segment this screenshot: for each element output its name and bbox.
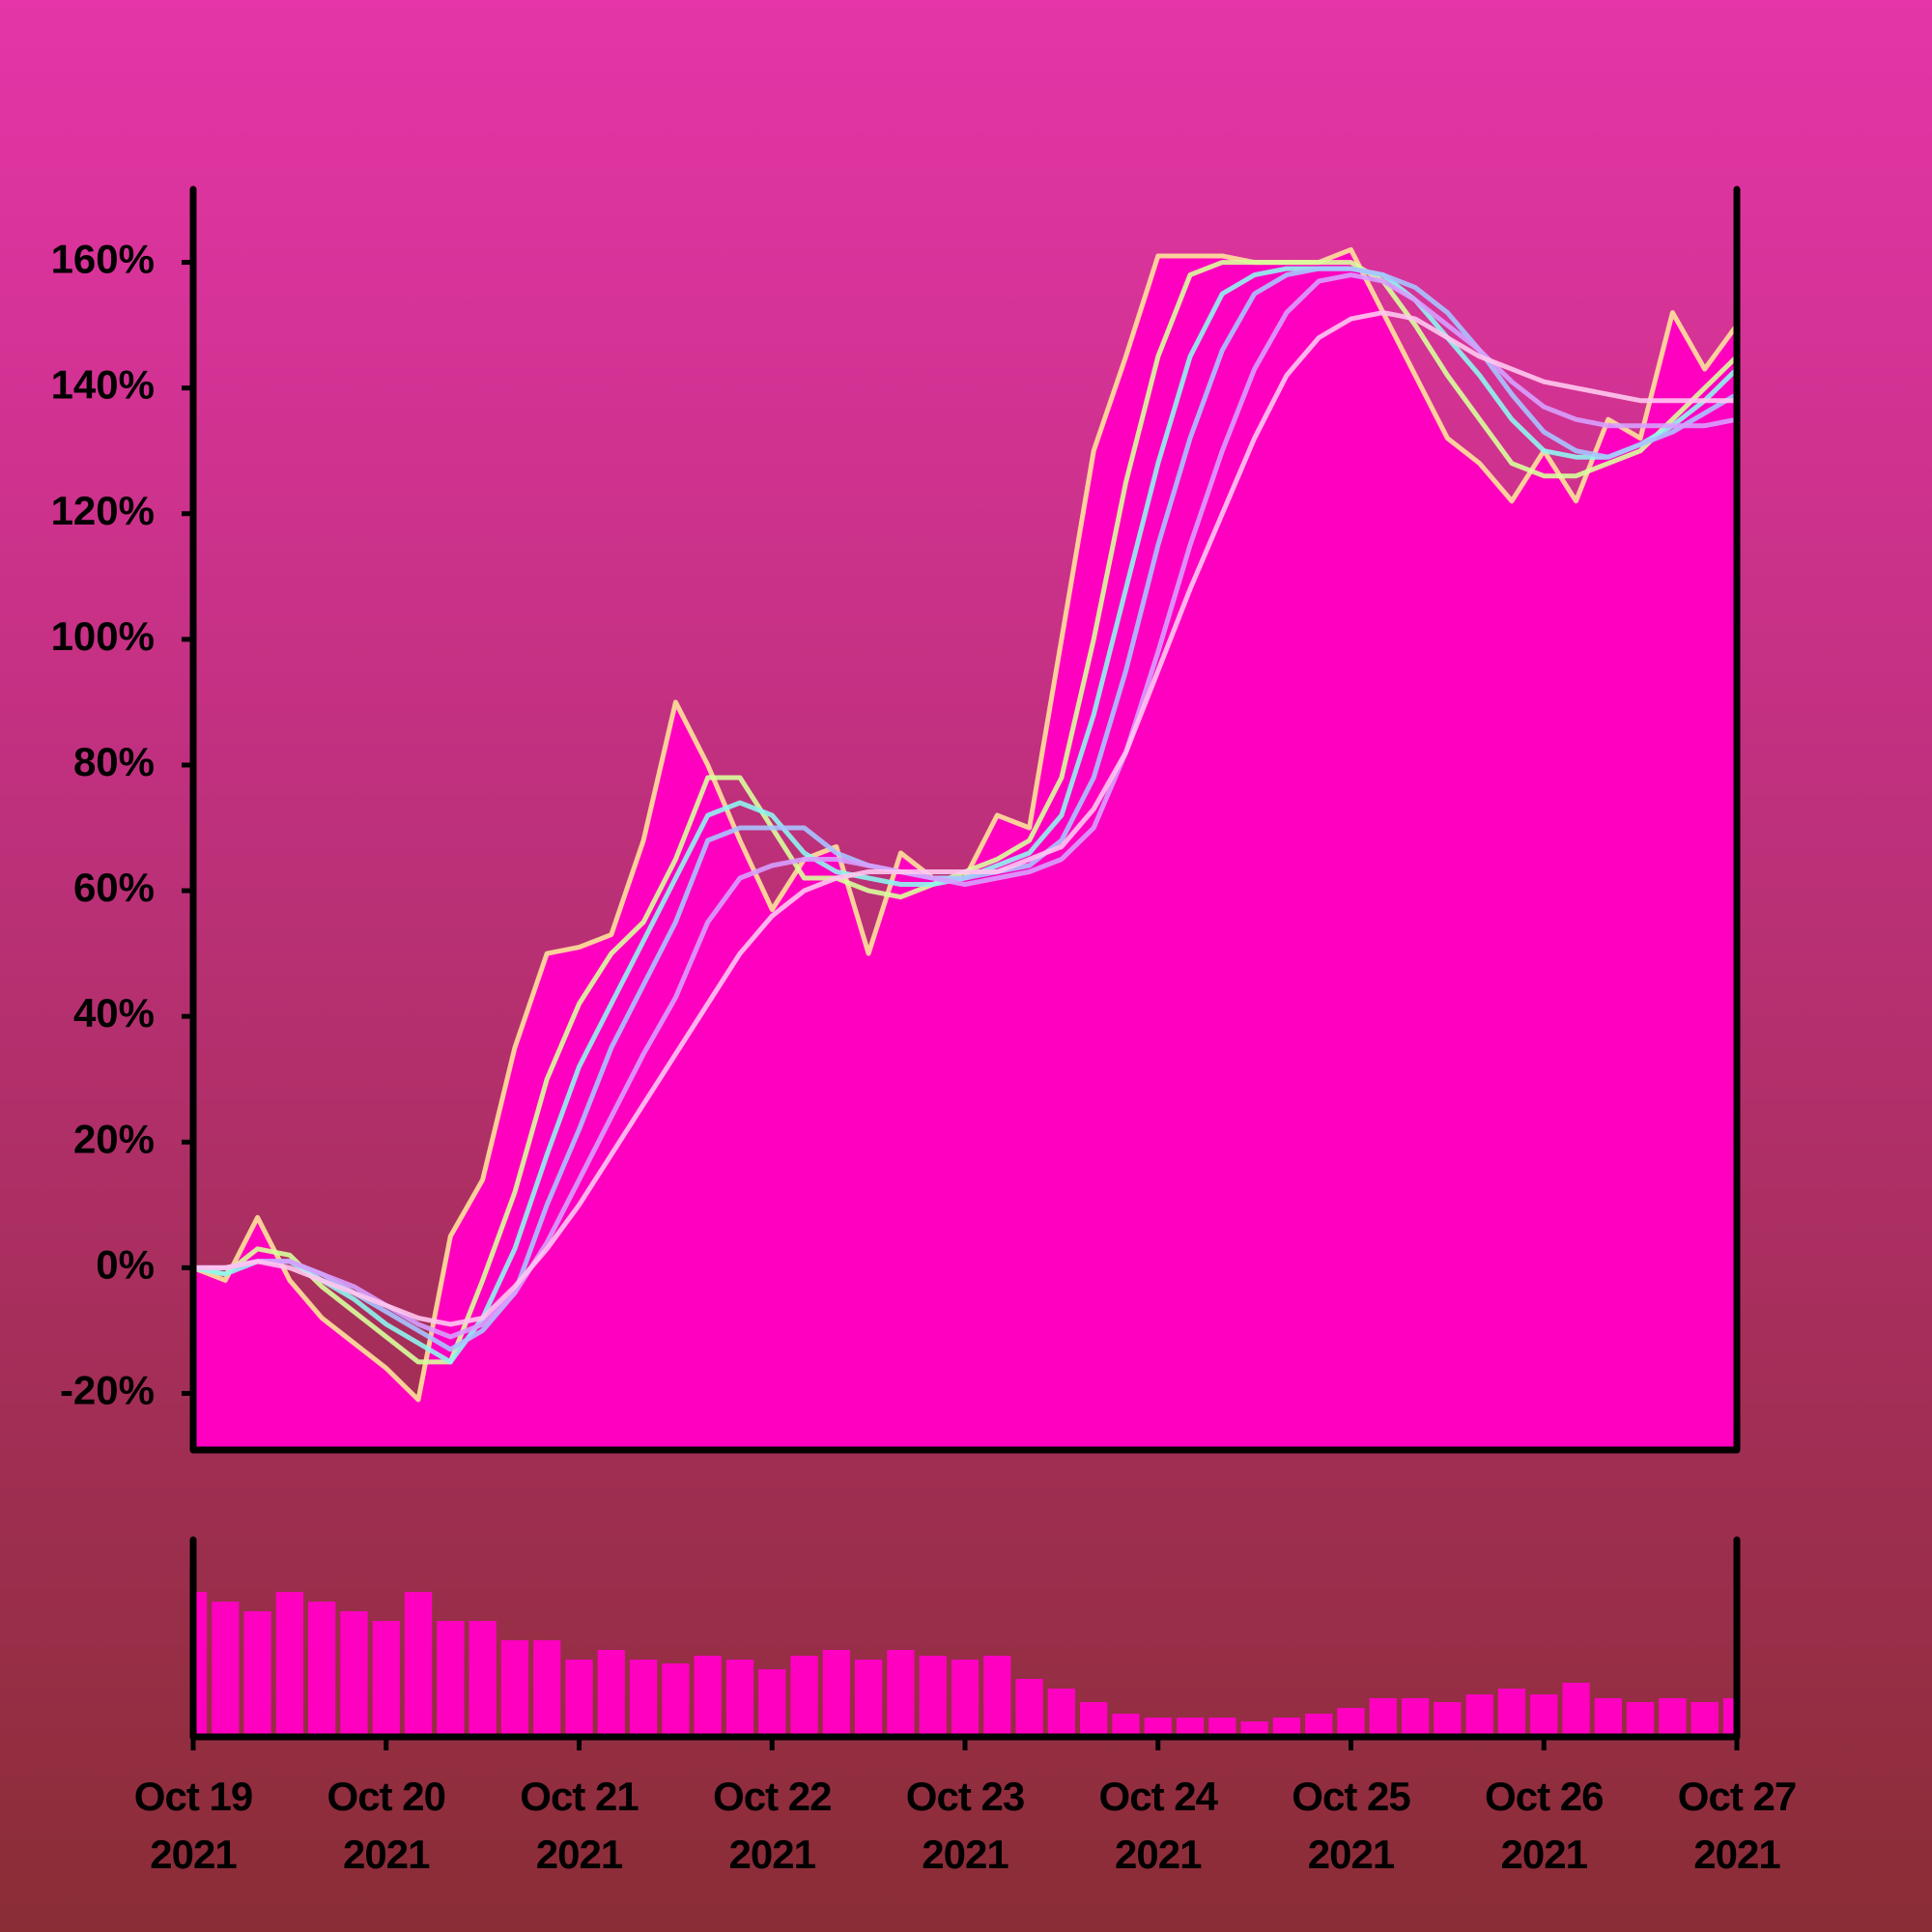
axis-frame xyxy=(189,1536,1741,1741)
volume-bar xyxy=(1497,1689,1526,1737)
x-tick-label: Oct 21 2021 xyxy=(520,1774,639,1877)
y-tick-label: 120% xyxy=(51,488,155,533)
x-tick-label: Oct 20 2021 xyxy=(327,1774,446,1877)
volume-bar xyxy=(469,1621,497,1737)
volume-bar xyxy=(822,1650,850,1737)
volume-bar xyxy=(1240,1721,1268,1737)
volume-bar xyxy=(1080,1702,1108,1737)
volume-bar xyxy=(340,1611,368,1737)
volume-bar xyxy=(193,1592,208,1737)
volume-bar xyxy=(500,1640,529,1737)
volume-bar xyxy=(919,1656,947,1737)
y-tick-label: 80% xyxy=(73,739,155,784)
volume-bar xyxy=(887,1650,915,1737)
volume-bar xyxy=(1530,1694,1558,1737)
y-tick-label: 140% xyxy=(51,362,155,408)
x-tick-label: Oct 19 2021 xyxy=(133,1774,253,1877)
volume-bar xyxy=(1562,1683,1590,1737)
volume-bar xyxy=(565,1660,593,1737)
volume-bar xyxy=(758,1669,786,1737)
volume-bar xyxy=(404,1592,433,1737)
volume-bar xyxy=(1626,1702,1655,1737)
volume-bar xyxy=(372,1621,400,1737)
volume-bar xyxy=(1337,1708,1365,1737)
x-tick-label: Oct 26 2021 xyxy=(1485,1774,1604,1877)
volume-bar xyxy=(597,1650,625,1737)
volume-bar xyxy=(1401,1698,1430,1737)
volume-bar xyxy=(1112,1714,1140,1737)
volume-bar xyxy=(1208,1718,1236,1737)
volume-bar xyxy=(533,1640,561,1737)
y-tick-label: 100% xyxy=(51,613,155,659)
volume-bar xyxy=(1465,1694,1493,1737)
volume-bar xyxy=(1305,1714,1333,1737)
price-area xyxy=(193,249,1737,1450)
y-tick-label: 60% xyxy=(73,865,155,910)
x-tick-label: Oct 22 2021 xyxy=(713,1774,832,1877)
volume-bar xyxy=(790,1656,818,1737)
volume-bar xyxy=(1690,1702,1719,1737)
y-tick-label: -20% xyxy=(60,1368,155,1413)
moving-average-line xyxy=(193,272,1737,1340)
x-tick-label: Oct 25 2021 xyxy=(1292,1774,1410,1877)
x-tick-label: Oct 27 2021 xyxy=(1677,1774,1797,1877)
y-tick-label: 160% xyxy=(51,237,155,282)
volume-bar xyxy=(983,1656,1011,1737)
volume-bar xyxy=(854,1660,883,1737)
volume-bar xyxy=(725,1660,754,1737)
y-tick-label: 40% xyxy=(73,990,155,1036)
volume-bar xyxy=(275,1592,304,1737)
volume-bar xyxy=(1594,1698,1622,1737)
volume-bar xyxy=(212,1602,240,1737)
volume-bar xyxy=(308,1602,336,1737)
plot-area xyxy=(193,1592,1737,1737)
volume-bar xyxy=(951,1660,980,1737)
volume-bar xyxy=(1272,1718,1301,1737)
volume-bar xyxy=(1722,1698,1737,1737)
y-tick-label: 0% xyxy=(96,1241,155,1287)
x-tick-label: Oct 24 2021 xyxy=(1098,1774,1218,1877)
volume-bar xyxy=(1144,1718,1172,1737)
y-tick-label: 20% xyxy=(73,1116,155,1161)
volume-bar xyxy=(243,1611,271,1737)
volume-bar xyxy=(1434,1702,1462,1737)
plot-area xyxy=(193,247,1737,1450)
volume-bar xyxy=(1659,1698,1687,1737)
volume-bar xyxy=(1015,1679,1043,1737)
x-tick-label: Oct 23 2021 xyxy=(905,1774,1025,1877)
axis-frame xyxy=(189,185,1741,1454)
volume-bar xyxy=(437,1621,465,1737)
volume-bar xyxy=(1176,1718,1205,1737)
volume-bar xyxy=(629,1660,658,1737)
moving-average-line xyxy=(193,310,1737,1327)
volume-bar xyxy=(662,1663,690,1737)
volume-bar xyxy=(1369,1698,1397,1737)
volume-bar xyxy=(1047,1689,1076,1737)
volume-bar xyxy=(694,1656,722,1737)
